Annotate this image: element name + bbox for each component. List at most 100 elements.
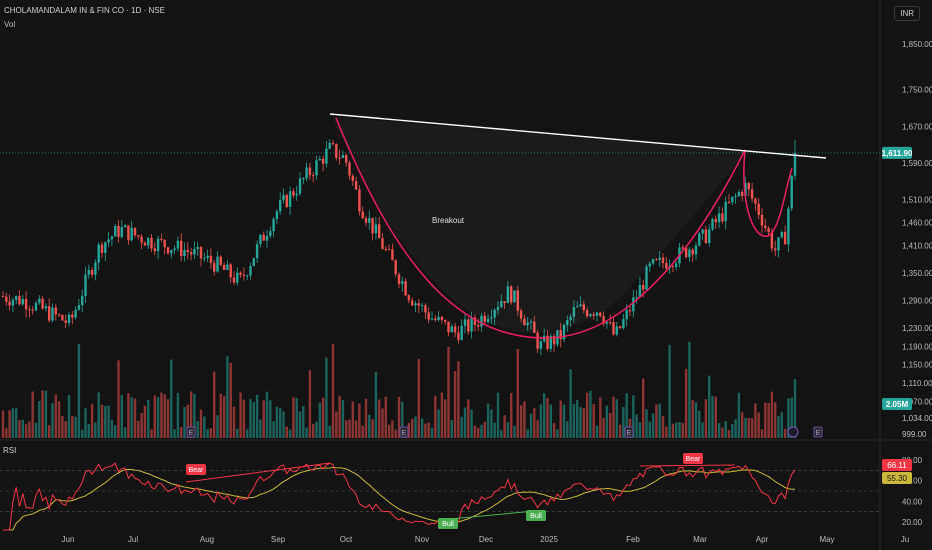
volume-bar (559, 400, 562, 438)
volume-bar (203, 416, 206, 438)
volume-bar (97, 392, 100, 438)
earnings-marker (813, 426, 823, 438)
resistance-trendline (329, 113, 827, 159)
volume-bar (305, 427, 308, 438)
candle-body (77, 305, 81, 310)
volume-bar (288, 429, 292, 438)
candle-body (259, 234, 262, 245)
cup-fill (332, 117, 748, 333)
volume-bar (361, 425, 364, 438)
volume-bar (57, 401, 61, 438)
candle-body (110, 236, 114, 240)
currency-button[interactable]: INR (894, 6, 920, 21)
volume-bar (437, 409, 440, 438)
candle-body (44, 306, 48, 309)
volume-bar (770, 391, 774, 438)
x-tick-label: Ju (901, 535, 909, 544)
candle-body (754, 198, 757, 204)
candle-body (242, 274, 246, 276)
earnings-marker-text: E (627, 430, 632, 437)
candle-body (767, 228, 770, 233)
candle-body (282, 195, 285, 201)
volume-bar (665, 426, 668, 438)
volume-bar (407, 422, 411, 438)
candle-body (186, 249, 189, 253)
candle-body (302, 178, 305, 180)
earnings-marker (624, 426, 634, 438)
volume-bar (71, 415, 74, 438)
volume-bar (107, 405, 110, 438)
volume-bar (704, 399, 708, 438)
volume-bar (609, 413, 612, 438)
candle-body (708, 229, 711, 244)
volume-bar (166, 399, 170, 438)
volume-bar (232, 406, 236, 438)
candle-body (582, 304, 585, 311)
candle-body (275, 211, 279, 219)
volume-bar (41, 390, 44, 438)
candle-body (354, 180, 358, 190)
candle-body (559, 330, 562, 340)
candle-body (374, 224, 378, 234)
volume-bar (199, 409, 203, 438)
volume-bar (523, 401, 526, 438)
candle-body (120, 227, 123, 237)
volume-bar (170, 359, 173, 438)
rsi-tick-label: 20.00 (902, 518, 923, 527)
flash-icon (787, 426, 799, 438)
candle-body (618, 326, 622, 329)
x-tick-label: Oct (340, 535, 353, 544)
volume-bar (618, 424, 622, 438)
candle-body (143, 242, 147, 246)
candle-body (510, 286, 513, 303)
price-tick-label: 1,070.00 (902, 397, 932, 406)
candle-body (655, 259, 658, 261)
candle-body (605, 322, 609, 324)
volume-bar (246, 429, 249, 438)
volume-bar (457, 361, 460, 438)
rsi-tick-label: 80.00 (902, 456, 923, 465)
volume-bar (318, 402, 321, 438)
volume-bar (717, 423, 721, 438)
candle-body (130, 227, 133, 241)
candle-body (318, 158, 321, 161)
candle-body (519, 310, 523, 319)
volume-bar (638, 422, 642, 438)
candle-body (236, 272, 239, 283)
candle-body (199, 246, 203, 259)
volume-bar (513, 425, 516, 438)
volume-bar (401, 401, 404, 438)
candle-body (714, 218, 717, 223)
candle-body (170, 250, 173, 254)
volume-bar (642, 378, 645, 438)
price-tick-label: 1,230.00 (902, 324, 932, 333)
volume-bar (483, 421, 486, 438)
candle-body (41, 298, 44, 309)
candle-body (704, 229, 708, 244)
candle-body (609, 322, 612, 324)
candle-body (394, 260, 397, 275)
x-tick-label: 2025 (540, 535, 558, 544)
x-tick-label: Nov (415, 535, 429, 544)
candle-body (585, 310, 589, 317)
rsi-ma-tag-bg (882, 472, 912, 484)
volume-bar (381, 408, 384, 438)
volume-bar (572, 403, 576, 438)
price-tick-label: 1,034.00 (902, 414, 932, 423)
volume-bar (219, 393, 222, 438)
signal-label-bg (186, 464, 206, 475)
volume-bar (391, 420, 394, 438)
candle-body (760, 214, 764, 226)
volume-bar (213, 371, 216, 438)
volume-bar (760, 429, 764, 438)
candle-body (420, 305, 424, 307)
volume-bar (661, 416, 665, 438)
last-price-tag-bg (882, 146, 912, 159)
candle-body (123, 225, 127, 228)
price-tick-label: 1,670.00 (902, 122, 932, 131)
candle-body (104, 242, 107, 253)
rsi-value-tag: 66.11 (887, 461, 907, 470)
candle-body (97, 244, 100, 263)
candle-body (595, 312, 599, 316)
